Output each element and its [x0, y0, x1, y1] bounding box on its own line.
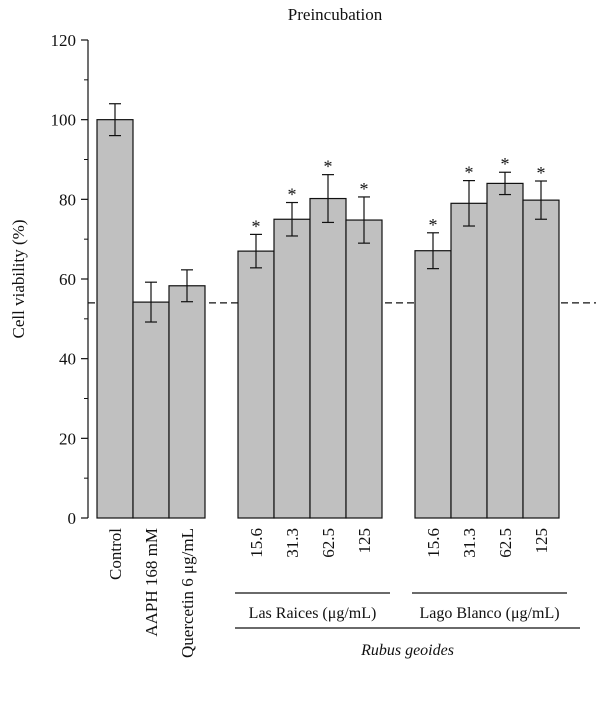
- bar: [486, 182, 524, 519]
- significance-marker: *: [537, 163, 546, 183]
- bar: [345, 219, 383, 519]
- x-tick-labels: Control AAPH 168 mM Quercetin 6 μg/mL 15.6 3…: [106, 528, 551, 658]
- x-tick-label: AAPH 168 mM: [142, 528, 161, 637]
- bar: [522, 199, 560, 519]
- x-tick-label: 62.5: [319, 528, 338, 558]
- chart-title: Preincubation: [288, 5, 383, 24]
- bar: [132, 301, 170, 519]
- significance-marker: *: [429, 215, 438, 235]
- error-bar: [499, 171, 511, 196]
- bar: [237, 250, 275, 519]
- error-bar: [250, 233, 262, 269]
- error-bar: [463, 180, 475, 227]
- error-bar: [109, 103, 121, 137]
- significance-marker: *: [465, 163, 474, 183]
- x-tick-label: Control: [106, 528, 125, 580]
- x-tick-label: 31.3: [460, 528, 479, 558]
- bar: [414, 250, 452, 519]
- group-label: Las Raices (μg/mL): [249, 605, 377, 622]
- y-axis: 0 20 40 60 80 100 120: [51, 31, 89, 528]
- error-bar: [145, 281, 157, 323]
- x-tick-label: 62.5: [496, 528, 515, 558]
- x-tick-label: 31.3: [283, 528, 302, 558]
- y-tick-label: 60: [59, 270, 76, 289]
- error-bar: [358, 196, 370, 244]
- x-tick-label: 15.6: [247, 528, 266, 558]
- group-label: Lago Blanco (μg/mL): [419, 605, 559, 622]
- bar: [273, 218, 311, 519]
- error-bar: [535, 180, 547, 220]
- y-tick-label: 20: [59, 429, 76, 448]
- y-tick-label: 0: [68, 509, 77, 528]
- bars-layer: * * * * * * * *: [96, 103, 560, 519]
- y-tick-label: 40: [59, 350, 76, 369]
- significance-marker: *: [288, 185, 297, 205]
- error-bar: [286, 201, 298, 237]
- y-tick-label: 80: [59, 190, 76, 209]
- error-bar: [181, 269, 193, 303]
- significance-marker: *: [501, 154, 510, 174]
- x-tick-label: 15.6: [424, 528, 443, 558]
- error-bar: [427, 232, 439, 270]
- x-tick-label: 125: [532, 528, 551, 554]
- x-tick-label: Quercetin 6 μg/mL: [178, 528, 197, 658]
- y-axis-label: Cell viability (%): [9, 220, 28, 339]
- x-tick-label: 125: [355, 528, 374, 554]
- bar: [96, 119, 134, 519]
- significance-marker: *: [324, 157, 333, 177]
- significance-marker: *: [252, 216, 261, 236]
- bar: [168, 285, 206, 519]
- bar: [450, 202, 488, 519]
- bar: [309, 197, 347, 519]
- y-tick-label: 120: [51, 31, 77, 50]
- error-bar: [322, 174, 334, 224]
- y-tick-label: 100: [51, 111, 77, 130]
- group-labels: Las Raices (μg/mL) Lago Blanco (μg/mL) Rub…: [235, 592, 580, 659]
- significance-marker: *: [360, 179, 369, 199]
- supergroup-label: Rubus geoides: [360, 642, 454, 659]
